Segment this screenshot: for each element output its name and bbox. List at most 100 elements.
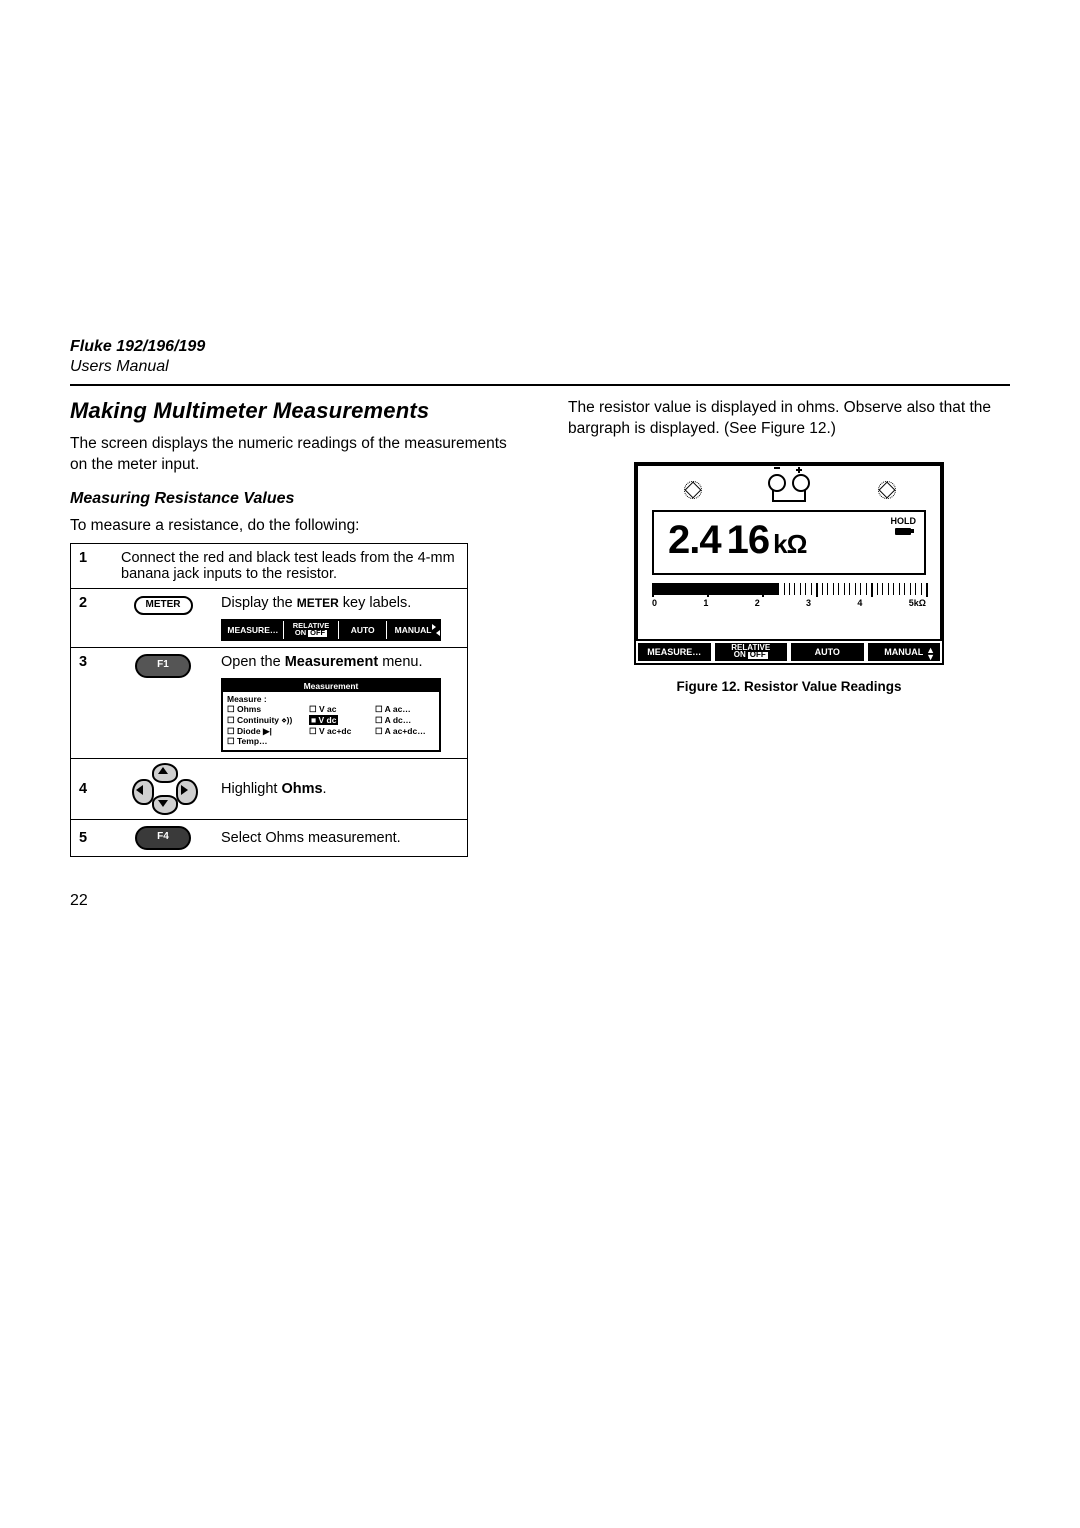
bargraph-label: 4 xyxy=(857,598,862,608)
bargraph-label: 5kΩ xyxy=(909,598,926,608)
softkey-relative: RELATIVE ONOFF xyxy=(715,643,788,661)
step-key: F1 xyxy=(113,647,213,758)
right-intro: The resistor value is displayed in ohms.… xyxy=(568,398,1010,440)
procedure-table: 1 Connect the red and black test leads f… xyxy=(70,543,468,857)
reading-frac: 16 xyxy=(727,518,770,563)
page-number: 22 xyxy=(70,892,88,910)
opt: ☐ Temp… xyxy=(227,736,309,747)
on-label: ON xyxy=(295,630,306,637)
step-text: Select Ohms measurement. xyxy=(213,819,468,856)
softkey-relative: RELATIVE ONOFF xyxy=(283,621,339,639)
reading-int: 2.4 xyxy=(668,518,721,563)
opt: ☐ Ohms xyxy=(227,704,309,715)
connector-row xyxy=(648,472,930,506)
step-row: 4 Highlight Ohms. xyxy=(71,758,468,819)
softkey-manual: MANUAL xyxy=(386,621,439,639)
reading-value: 2.416kΩ xyxy=(668,518,916,563)
opt: ☐ V ac xyxy=(309,704,375,715)
popup-body: Measure : ☐ Ohms ☐ V ac ☐ A ac… ☐ Contin… xyxy=(223,692,439,750)
step-key xyxy=(113,758,213,819)
subsection-lead: To measure a resistance, do the followin… xyxy=(70,516,512,537)
text-bold: Measurement xyxy=(285,654,378,670)
softkey-auto: AUTO xyxy=(338,621,386,639)
text: menu. xyxy=(378,654,422,670)
probe-b-icon xyxy=(875,478,897,500)
step-number: 1 xyxy=(71,543,114,588)
step-text: Open the Measurement menu. Measurement M… xyxy=(213,647,468,758)
step-row: 2 METER Display the METER key labels. ME… xyxy=(71,588,468,647)
step-text: Highlight Ohms. xyxy=(213,758,468,819)
battery-icon xyxy=(895,528,911,535)
text: Highlight xyxy=(221,781,281,797)
reading-unit: kΩ xyxy=(773,529,806,560)
hold-indicator: HOLD xyxy=(891,516,917,535)
bargraph-label: 3 xyxy=(806,598,811,608)
opt: ☐ A dc… xyxy=(375,715,435,726)
step-row: 5 F4 Select Ohms measurement. xyxy=(71,819,468,856)
page-header: Fluke 192/196/199 Users Manual xyxy=(70,338,205,376)
manual-name: Users Manual xyxy=(70,358,205,376)
content-columns: Making Multimeter Measurements The scree… xyxy=(70,398,1010,857)
subsection-heading: Measuring Resistance Values xyxy=(70,490,512,508)
text-key: METER xyxy=(297,596,339,610)
scope-screenshot: HOLD 2.416kΩ 0 1 2 3 4 5kΩ xyxy=(634,462,944,665)
off-label: OFF xyxy=(308,630,327,637)
text: key labels. xyxy=(339,595,412,611)
step-key: F4 xyxy=(113,819,213,856)
step-number: 5 xyxy=(71,819,114,856)
softkey-measure: MEASURE… xyxy=(223,621,283,639)
step-text: Display the METER key labels. MEASURE… R… xyxy=(213,588,468,647)
step-number: 4 xyxy=(71,758,114,819)
bargraph-label: 1 xyxy=(703,598,708,608)
manual-page: Fluke 192/196/199 Users Manual Making Mu… xyxy=(0,0,1080,1528)
step-row: 3 F1 Open the Measurement menu. Measurem… xyxy=(71,647,468,758)
softkey-strip-icon: MEASURE… RELATIVE ONOFF AUTO MANUAL xyxy=(221,619,441,641)
product-name: Fluke 192/196/199 xyxy=(70,338,205,356)
step-text: Connect the red and black test leads fro… xyxy=(113,543,468,588)
bargraph-fill xyxy=(652,583,778,595)
section-intro: The screen displays the numeric readings… xyxy=(70,434,512,476)
opt: ☐ V ac+dc xyxy=(309,726,375,737)
right-column: The resistor value is displayed in ohms.… xyxy=(568,398,1010,857)
opt: ☐ Diode ▶| xyxy=(227,726,309,737)
text: Display the xyxy=(221,595,297,611)
banana-jacks-icon xyxy=(768,474,810,504)
figure-softkey-strip: MEASURE… RELATIVE ONOFF AUTO MANUAL ▲▼ xyxy=(636,639,942,663)
bargraph-label: 2 xyxy=(755,598,760,608)
dpad-icon xyxy=(132,765,194,813)
reading-box: HOLD 2.416kΩ xyxy=(652,510,926,575)
left-column: Making Multimeter Measurements The scree… xyxy=(70,398,512,857)
step-number: 3 xyxy=(71,647,114,758)
f4-key-icon: F4 xyxy=(135,826,191,850)
bargraph-labels: 0 1 2 3 4 5kΩ xyxy=(652,598,926,608)
step-key: METER xyxy=(113,588,213,647)
step-number: 2 xyxy=(71,588,114,647)
meter-button-icon: METER xyxy=(134,596,193,615)
popup-label: Measure : xyxy=(227,694,435,705)
step-row: 1 Connect the red and black test leads f… xyxy=(71,543,468,588)
text: . xyxy=(323,781,327,797)
opt: ☐ A ac… xyxy=(375,704,435,715)
softkey-measure: MEASURE… xyxy=(638,643,711,661)
figure-wrap: HOLD 2.416kΩ 0 1 2 3 4 5kΩ xyxy=(568,462,1010,694)
section-heading: Making Multimeter Measurements xyxy=(70,398,512,424)
header-rule xyxy=(70,384,1010,386)
opt: ☐ A ac+dc… xyxy=(375,726,435,737)
popup-title: Measurement xyxy=(223,680,439,692)
opt-selected: ■ V dc xyxy=(309,715,338,725)
f1-key-icon: F1 xyxy=(135,654,191,678)
opt: ☐ Continuity ⋄)) xyxy=(227,715,309,726)
measurement-popup-icon: Measurement Measure : ☐ Ohms ☐ V ac ☐ A … xyxy=(221,678,441,752)
softkey-auto: AUTO xyxy=(791,643,864,661)
hold-label: HOLD xyxy=(891,516,917,526)
bargraph: 0 1 2 3 4 5kΩ xyxy=(652,583,926,623)
label: MANUAL xyxy=(884,647,923,657)
updown-icon: ▲▼ xyxy=(926,647,935,661)
softkey-manual: MANUAL ▲▼ xyxy=(868,643,941,661)
text: Open the xyxy=(221,654,285,670)
text-bold: Ohms xyxy=(281,781,322,797)
bargraph-label: 0 xyxy=(652,598,657,608)
figure-caption: Figure 12. Resistor Value Readings xyxy=(568,679,1010,694)
on: ON xyxy=(734,652,746,659)
off: OFF xyxy=(748,652,768,659)
